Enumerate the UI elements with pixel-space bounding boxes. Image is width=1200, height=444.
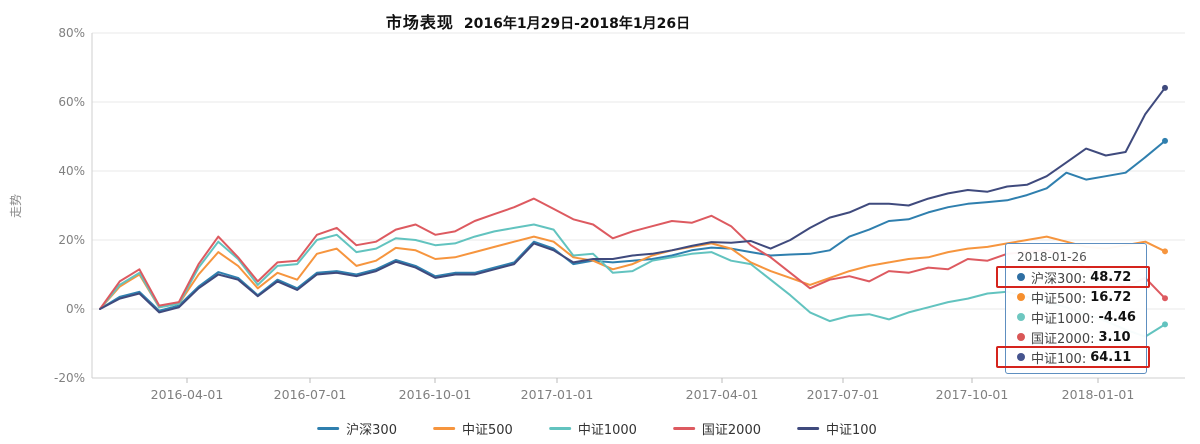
tooltip-row-中证100: 中证100: 64.11 [996,346,1150,368]
tooltip-series-value: 16.72 [1090,289,1132,305]
tooltip-row-沪深300: 沪深300: 48.72 [996,266,1150,288]
series-end-marker-中证100 [1162,84,1168,91]
tooltip-row-国证2000: 国证2000: 3.10 [1015,327,1137,347]
y-axis-tick-label: 0% [66,302,85,316]
series-line-中证500[interactable] [99,235,1166,310]
legend-item-中证500[interactable]: 中证500 [432,419,513,438]
legend-swatch-icon [432,427,455,430]
series-dot-icon [1017,313,1025,321]
x-axis-tick-label: 2017-04-01 [686,387,759,402]
chart-title: 市场表现 2016年1月29日-2018年1月26日 [386,9,690,33]
legend-swatch-icon [317,427,340,430]
series-dot-icon [1017,273,1025,281]
series-dot-icon [1017,293,1025,301]
series-dot-icon [1017,333,1025,341]
tooltip-row-中证1000: 中证1000: -4.46 [1015,307,1137,327]
x-axis-tick-label: 2016-04-01 [151,387,224,402]
legend-item-国证2000[interactable]: 国证2000 [672,419,762,438]
legend-label: 中证1000 [577,423,637,438]
tooltip: 2018-01-26 沪深300: 48.72 中证500: 16.72 中证1000:… [996,243,1150,374]
legend-item-中证100[interactable]: 中证100 [797,419,877,438]
legend-label: 国证2000 [701,423,762,438]
series-line-中证1000[interactable] [99,223,1166,338]
tooltip-series-name: 沪深300: [1031,271,1087,287]
x-axis-tick-label: 2017-01-01 [521,387,594,402]
legend-label: 中证100 [826,423,877,438]
legend: 沪深300 中证500 中证1000 国证2000 中证100 [317,419,877,438]
x-axis-tick-label: 2018-01-01 [1062,387,1135,402]
tooltip-series-value: 48.72 [1090,269,1132,285]
series-line-沪深300[interactable] [99,139,1166,312]
x-axis-tick-label: 2016-07-01 [274,387,347,402]
y-axis-tick-label: 40% [58,164,85,178]
legend-label: 中证500 [461,423,513,438]
series-dot-icon [1017,353,1025,361]
series-end-marker-中证500 [1162,248,1168,255]
tooltip-series-name: 中证500: [1031,291,1087,307]
series-end-marker-沪深300 [1162,137,1168,144]
series-line-中证100[interactable] [99,86,1166,314]
chart-title-date-range: 2016年1月29日-2018年1月26日 [463,16,691,32]
tooltip-row-中证500: 中证500: 16.72 [1015,287,1137,307]
tooltip-series-value: -4.46 [1098,309,1136,325]
legend-swatch-icon [672,427,695,430]
series-line-国证2000[interactable] [99,197,1166,310]
legend-item-沪深300[interactable]: 沪深300 [317,419,397,438]
tooltip-series-value: 3.10 [1098,329,1131,345]
chart-title-main: 市场表现 [385,13,454,32]
legend-swatch-icon [548,427,571,430]
y-axis-tick-label: -20% [54,371,85,385]
tooltip-series-value: 64.11 [1090,349,1132,365]
y-axis-title: 走势 [9,194,23,218]
y-axis-tick-label: 80% [58,26,85,40]
series-end-marker-国证2000 [1162,295,1168,302]
tooltip-series-name: 国证2000: [1031,331,1095,347]
y-axis-tick-label: 20% [58,233,85,247]
series-end-marker-中证1000 [1162,321,1168,328]
tooltip-date: 2018-01-26 [1017,250,1087,264]
tooltip-series-name: 中证1000: [1031,311,1095,327]
tooltip-series-name: 中证100: [1031,351,1087,367]
x-axis-tick-label: 2016-10-01 [399,387,472,402]
x-axis-tick-label: 2017-07-01 [807,387,880,402]
legend-swatch-icon [797,427,820,430]
y-axis-tick-label: 60% [58,95,85,109]
x-axis-tick-label: 2017-10-01 [936,387,1009,402]
legend-label: 沪深300 [346,423,397,438]
legend-item-中证1000[interactable]: 中证1000 [548,419,637,438]
